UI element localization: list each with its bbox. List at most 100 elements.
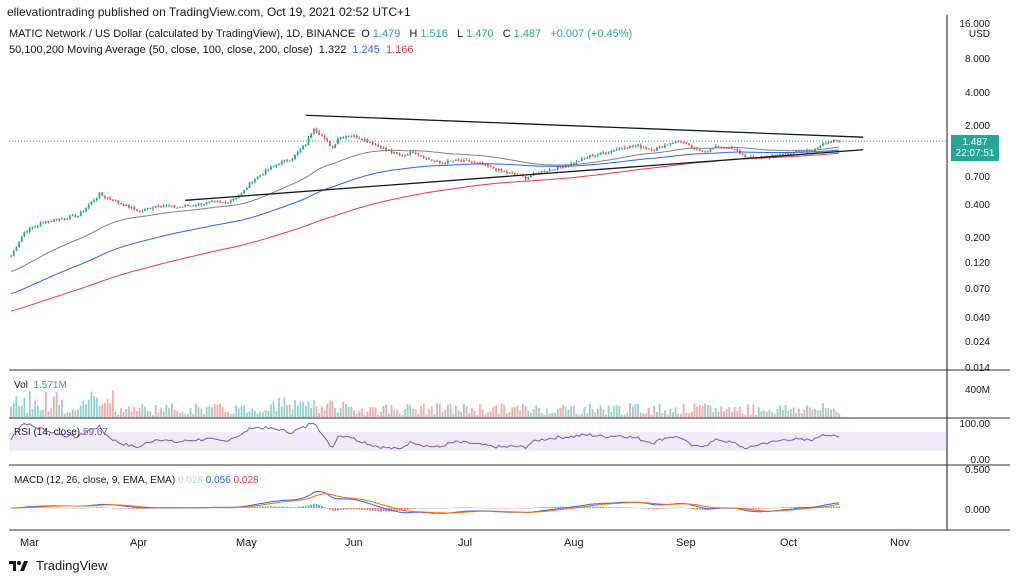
volume-bar: [173, 409, 176, 418]
price-tick: 0.024: [964, 337, 990, 348]
candle-body: [211, 201, 213, 203]
volume-bar: [181, 411, 184, 418]
macd-histogram-bar: [347, 508, 350, 510]
macd-histogram-bar: [406, 508, 409, 510]
candle-body: [28, 227, 31, 232]
volume-tick: 400M: [964, 385, 990, 396]
macd-histogram-bar: [251, 506, 254, 508]
rsi-legend: RSI (14, close) 59.67: [14, 427, 108, 438]
macd-histogram-bar: [377, 508, 380, 512]
macd-histogram-bar: [278, 506, 280, 508]
candle-body: [192, 205, 195, 207]
candle-body: [642, 147, 645, 149]
macd-histogram-bar: [830, 506, 832, 508]
candle-body: [465, 159, 468, 161]
volume-bar: [827, 407, 830, 418]
volume-bar: [34, 400, 37, 418]
candle-body: [312, 128, 315, 135]
volume-bar: [709, 405, 712, 418]
macd-histogram-bar: [85, 507, 87, 509]
candle-body: [822, 143, 824, 146]
macd-histogram-bar: [637, 507, 640, 509]
time-tick: Mar: [20, 537, 39, 549]
candle-body: [15, 247, 18, 251]
macd-histogram-bar: [757, 508, 760, 510]
macd-histogram-bar: [645, 508, 648, 509]
volume-bar: [564, 407, 567, 418]
candle-body: [259, 175, 262, 177]
price-tick: 0.400: [964, 200, 990, 211]
candle-body: [195, 205, 197, 207]
volume-bar: [658, 404, 661, 418]
volume-bar: [629, 403, 631, 418]
volume-bar: [634, 403, 637, 418]
candle-body: [436, 160, 439, 162]
volume-bar: [731, 411, 733, 418]
candle-body: [428, 157, 430, 160]
candle-body: [165, 205, 168, 207]
volume-bar: [267, 410, 270, 418]
candle-body: [626, 148, 629, 150]
candle-body: [326, 138, 329, 142]
candle-body: [291, 159, 294, 161]
volume-bar: [270, 404, 272, 418]
volume-bar: [130, 411, 133, 418]
candle-body: [655, 147, 658, 151]
volume-bar: [551, 412, 554, 418]
volume-bar: [749, 414, 752, 418]
macd-histogram-bar: [111, 508, 114, 509]
candle-body: [559, 166, 562, 168]
price-tick: 2.000: [964, 121, 990, 132]
volume-bar: [20, 405, 23, 418]
candle-body: [417, 154, 420, 156]
volume-bar: [572, 405, 575, 418]
candle-body: [224, 202, 227, 204]
candle-body: [63, 218, 66, 220]
candle-body: [136, 209, 138, 212]
volume-bar: [446, 404, 449, 418]
macd-histogram-bar: [329, 508, 331, 510]
candle-body: [591, 154, 594, 157]
candle-body: [824, 143, 827, 145]
volume-bar: [152, 414, 154, 418]
candle-body: [789, 153, 792, 155]
macd-histogram-bar: [326, 508, 329, 509]
volume-bar: [602, 409, 605, 418]
volume-bar: [803, 409, 806, 418]
volume-bar: [736, 410, 739, 418]
candle-body: [58, 218, 61, 221]
resistance-trendline: [305, 114, 864, 138]
candle-body: [508, 172, 511, 174]
candle-body: [661, 146, 664, 148]
tradingview-brand[interactable]: TradingView: [8, 558, 108, 573]
volume-bar: [639, 412, 642, 418]
macd-histogram-bar: [428, 508, 430, 509]
volume-bar: [318, 413, 321, 418]
candle-body: [288, 160, 291, 162]
candle-body: [460, 160, 463, 162]
volume-bar: [323, 410, 326, 418]
macd-histogram-bar: [122, 508, 125, 509]
volume-bar: [235, 405, 238, 418]
volume-bar: [326, 403, 329, 418]
volume-bar: [111, 390, 114, 418]
candle-body: [310, 134, 313, 138]
volume-bar: [93, 396, 95, 418]
candle-body: [548, 169, 551, 172]
time-tick: Jul: [458, 537, 473, 549]
volume-bar: [382, 406, 385, 418]
volume-bar: [425, 414, 428, 418]
rsi-value: 59.67: [82, 427, 108, 438]
macd-histogram-bar: [358, 508, 361, 510]
volume-bar: [631, 406, 634, 418]
volume-bar: [160, 408, 162, 418]
macd-histogram-bar: [414, 508, 417, 509]
macd-histogram-bar: [213, 507, 216, 509]
candle-body: [181, 206, 184, 208]
macd-histogram-bar: [430, 508, 433, 509]
macd-histogram-bar: [66, 507, 69, 509]
macd-histogram-bar: [243, 507, 246, 508]
volume-bar: [58, 404, 61, 418]
macd-histogram-bar: [538, 507, 540, 508]
